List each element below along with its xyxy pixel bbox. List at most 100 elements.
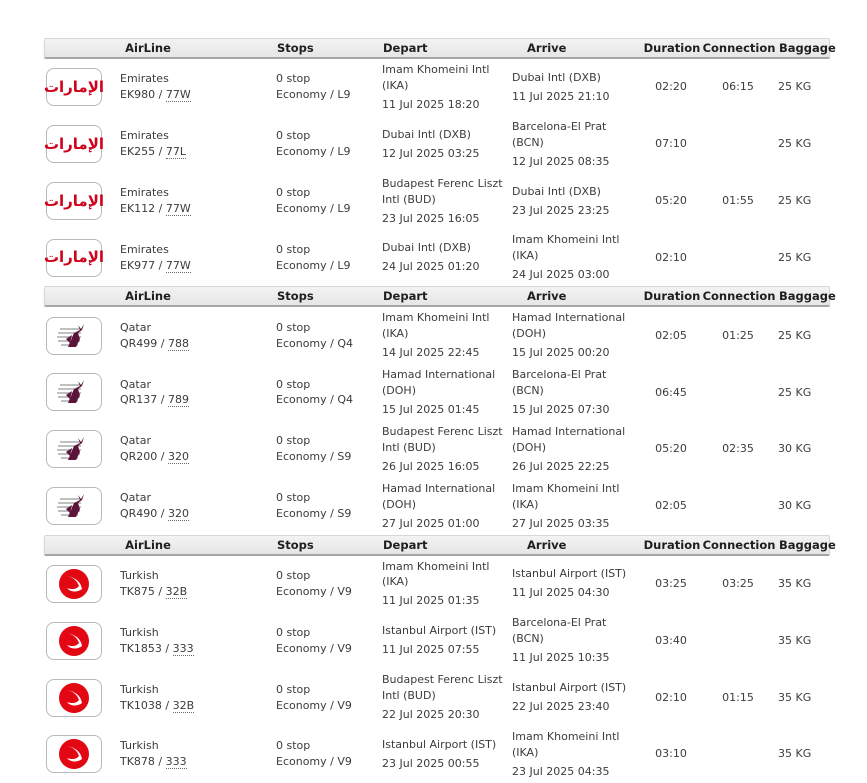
flight-rows: الإمارات Emirates EK980 / 77W (43, 59, 830, 287)
flight-number: QR499 (120, 336, 158, 350)
connection-value: 01:25 (722, 328, 754, 342)
code-separator: / (157, 507, 168, 521)
airline-name: Qatar (120, 377, 151, 391)
stops-count: 0 stop (276, 739, 311, 753)
flight-number: QR490 (120, 507, 158, 521)
flight-number: TK1038 (120, 698, 162, 712)
stops-count: 0 stop (276, 434, 311, 448)
flight-number: QR200 (120, 450, 158, 464)
arrive-airport: Barcelona-El Prat (BCN) (512, 368, 607, 397)
aircraft-code[interactable]: 77W (165, 258, 191, 273)
table-header-row: AirLine Stops Depart Arrive Duration Connecti… (44, 286, 836, 308)
airline-name: Qatar (120, 491, 151, 505)
column-header-stops: Stops (277, 41, 314, 55)
aircraft-code[interactable]: 77W (165, 88, 191, 103)
airline-logo-box: الإمارات (44, 125, 104, 164)
arrive-datetime: 23 Jul 2025 23:25 (512, 203, 610, 217)
depart-airport: Budapest Ferenc Liszt Intl (BUD) (382, 673, 503, 703)
flight-row[interactable]: Qatar QR490 / 320 0 stop Economy / S9 Ha… (44, 477, 830, 535)
column-header-duration: Duration (643, 289, 701, 304)
qatar-airways-logo-icon (57, 494, 84, 518)
depart-datetime: 24 Jul 2025 01:20 (382, 260, 480, 274)
qatar-airways-logo-icon (57, 380, 84, 404)
flight-row[interactable]: Turkish TK1853 / 333 0 stop Economy / V9… (44, 612, 830, 670)
aircraft-code[interactable]: 32B (172, 698, 195, 713)
aircraft-code[interactable]: 333 (165, 755, 187, 770)
flight-row[interactable]: الإمارات Emirates EK977 / 77W (43, 229, 830, 287)
aircraft-code[interactable]: 77W (165, 202, 191, 217)
arrive-airport: Hamad International (DOH) (512, 311, 626, 341)
column-header-duration: Duration (643, 537, 701, 552)
flight-row[interactable]: Turkish TK1038 / 32B 0 stop Economy / V9… (44, 669, 830, 726)
flight-number: TK875 (120, 584, 155, 598)
column-header-baggage: Baggage (779, 41, 836, 55)
flight-number: EK255 (120, 145, 156, 159)
airline-name: Turkish (120, 568, 159, 582)
code-separator: / (155, 258, 166, 272)
depart-airport: Istanbul Airport (IST) (382, 737, 497, 751)
arrive-datetime: 12 Jul 2025 08:35 (512, 154, 610, 168)
airline-name: Qatar (120, 320, 151, 334)
airline-name: Turkish (120, 625, 159, 639)
airline-logo-box: الإمارات (44, 182, 104, 221)
airline-logo-box (46, 316, 102, 355)
depart-datetime: 11 Jul 2025 07:55 (382, 643, 480, 657)
flight-rows: Qatar QR499 / 788 0 stop Economy / Q4 Im… (44, 307, 830, 535)
airline-logo-box (46, 487, 102, 526)
flight-number: QR137 (120, 393, 158, 407)
airline-logo-box (46, 735, 102, 774)
baggage-allowance: 30 KG (778, 499, 812, 513)
aircraft-code[interactable]: 77L (165, 145, 187, 160)
baggage-allowance: 30 KG (778, 442, 812, 456)
depart-datetime: 11 Jul 2025 01:35 (382, 594, 480, 608)
aircraft-code[interactable]: 789 (168, 393, 189, 408)
aircraft-code[interactable]: 333 (172, 641, 194, 656)
airline-name: Emirates (120, 72, 169, 86)
column-header-baggage: Baggage (779, 537, 836, 552)
flight-number: EK977 (120, 258, 156, 272)
aircraft-code[interactable]: 320 (168, 507, 189, 522)
flight-number: TK878 (120, 755, 155, 769)
stops-count: 0 stop (276, 568, 311, 582)
aircraft-code[interactable]: 320 (168, 450, 189, 465)
qatar-airways-logo-icon (57, 437, 84, 461)
airline-logo-box (46, 621, 102, 660)
emirates-logo-icon: الإمارات (43, 248, 105, 267)
depart-datetime: 27 Jul 2025 01:00 (382, 516, 480, 530)
baggage-allowance: 35 KG (778, 690, 812, 704)
arrive-airport: Barcelona-El Prat (BCN) (512, 616, 607, 646)
duration-value: 05:20 (655, 194, 687, 208)
stops-count: 0 stop (276, 72, 311, 86)
arrive-airport: Istanbul Airport (IST) (512, 567, 627, 581)
flight-row[interactable]: Qatar QR200 / 320 0 stop Economy / S9 Bu… (44, 420, 830, 478)
depart-datetime: 14 Jul 2025 22:45 (382, 346, 480, 360)
cabin-class: Economy / V9 (276, 698, 352, 712)
cabin-class: Economy / L9 (276, 258, 351, 272)
depart-airport: Imam Khomeini Intl (IKA) (382, 311, 490, 341)
connection-value: 03:25 (722, 576, 754, 590)
column-header-arrive: Arrive (527, 537, 567, 552)
flight-row[interactable]: الإمارات Emirates EK112 / 77W (44, 172, 830, 230)
baggage-allowance: 25 KG (778, 80, 812, 94)
flight-row[interactable]: الإمارات Emirates EK255 / 77L (44, 115, 830, 173)
column-header-depart: Depart (383, 41, 428, 55)
aircraft-code[interactable]: 788 (168, 336, 189, 351)
arrive-airport: Dubai Intl (DXB) (512, 184, 601, 198)
column-header-airline: AirLine (125, 41, 171, 55)
code-separator: / (155, 145, 166, 159)
flight-row[interactable]: Qatar QR137 / 789 0 stop Economy / Q4 Ha… (44, 364, 830, 421)
flight-row[interactable]: الإمارات Emirates EK980 / 77W (44, 59, 830, 116)
cabin-class: Economy / V9 (276, 755, 352, 769)
flight-row[interactable]: Turkish TK875 / 32B 0 stop Economy / V9 … (44, 555, 830, 613)
duration-value: 02:10 (655, 250, 687, 264)
stops-count: 0 stop (276, 129, 311, 143)
flight-row[interactable]: Qatar QR499 / 788 0 stop Economy / Q4 Im… (44, 307, 830, 365)
aircraft-code[interactable]: 32B (165, 584, 188, 599)
depart-airport: Budapest Ferenc Liszt Intl (BUD) (382, 176, 503, 206)
baggage-allowance: 35 KG (778, 747, 812, 761)
column-header-depart: Depart (383, 289, 428, 304)
airline-group: AirLine Stops Depart Arrive Duration Connecti… (44, 534, 836, 783)
airline-name: Emirates (120, 186, 169, 200)
emirates-logo-icon: الإمارات (43, 77, 105, 96)
flight-row[interactable]: Turkish TK878 / 333 0 stop Economy / V9 … (44, 725, 830, 783)
